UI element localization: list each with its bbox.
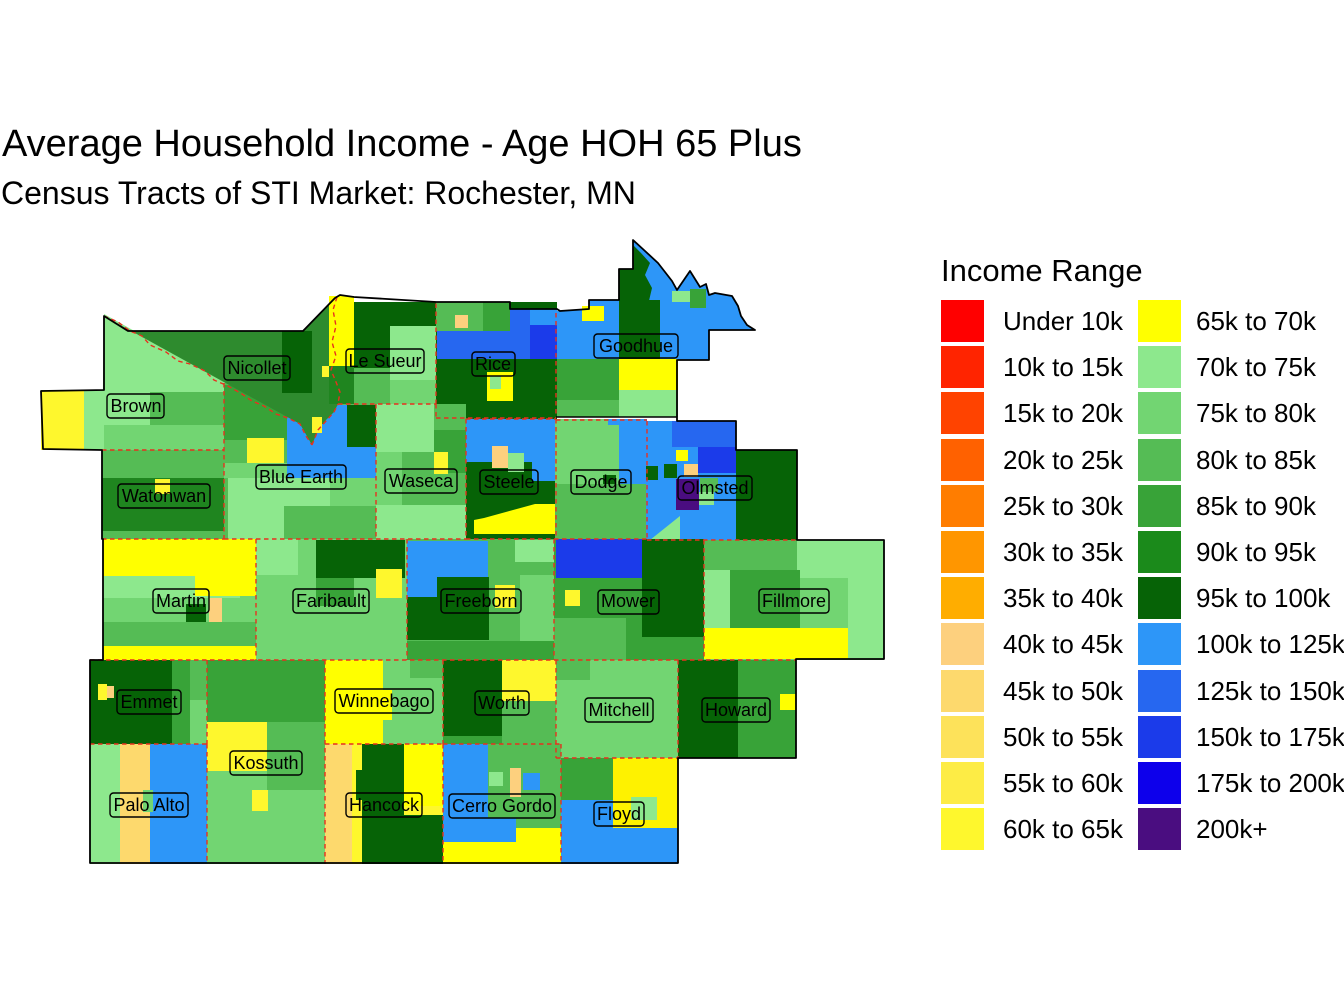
svg-text:25k to 30k: 25k to 30k — [1003, 491, 1124, 521]
svg-text:Blue Earth: Blue Earth — [259, 467, 343, 487]
svg-text:Waseca: Waseca — [389, 471, 454, 491]
svg-text:20k to 25k: 20k to 25k — [1003, 445, 1124, 475]
svg-text:45k to 50k: 45k to 50k — [1003, 676, 1124, 706]
svg-text:90k to 95k: 90k to 95k — [1196, 537, 1317, 567]
svg-text:Martin: Martin — [156, 591, 206, 611]
svg-text:Dodge: Dodge — [574, 472, 627, 492]
svg-text:Hancock: Hancock — [349, 795, 420, 815]
svg-text:95k to 100k: 95k to 100k — [1196, 583, 1331, 613]
svg-text:Howard: Howard — [705, 700, 767, 720]
svg-text:200k+: 200k+ — [1196, 814, 1268, 844]
svg-text:150k to 175k: 150k to 175k — [1196, 722, 1344, 752]
svg-text:80k to 85k: 80k to 85k — [1196, 445, 1317, 475]
svg-text:70k to 75k: 70k to 75k — [1196, 352, 1317, 382]
svg-text:Floyd: Floyd — [597, 804, 641, 824]
svg-text:Mower: Mower — [601, 591, 655, 611]
svg-text:40k to 45k: 40k to 45k — [1003, 629, 1124, 659]
svg-text:175k to 200k: 175k to 200k — [1196, 768, 1344, 798]
svg-text:10k to 15k: 10k to 15k — [1003, 352, 1124, 382]
svg-text:Income Range: Income Range — [941, 253, 1143, 288]
svg-text:Le Sueur: Le Sueur — [348, 351, 421, 371]
svg-text:Palo Alto: Palo Alto — [113, 795, 184, 815]
svg-text:55k to 60k: 55k to 60k — [1003, 768, 1124, 798]
svg-text:Goodhue: Goodhue — [599, 336, 673, 356]
svg-text:Faribault: Faribault — [296, 591, 366, 611]
svg-text:60k to 65k: 60k to 65k — [1003, 814, 1124, 844]
svg-text:Brown: Brown — [110, 396, 161, 416]
svg-text:65k to 70k: 65k to 70k — [1196, 306, 1317, 336]
svg-text:Fillmore: Fillmore — [762, 591, 826, 611]
svg-text:Rice: Rice — [475, 354, 511, 374]
svg-text:85k to 90k: 85k to 90k — [1196, 491, 1317, 521]
svg-text:Census Tracts of STI Market: R: Census Tracts of STI Market: Rochester, … — [1, 175, 636, 211]
svg-text:50k to 55k: 50k to 55k — [1003, 722, 1124, 752]
svg-text:125k to 150k: 125k to 150k — [1196, 676, 1344, 706]
svg-text:Kossuth: Kossuth — [233, 753, 298, 773]
svg-text:35k to 40k: 35k to 40k — [1003, 583, 1124, 613]
svg-text:30k to 35k: 30k to 35k — [1003, 537, 1124, 567]
svg-text:Worth: Worth — [478, 693, 526, 713]
svg-text:Nicollet: Nicollet — [227, 358, 286, 378]
svg-text:Mitchell: Mitchell — [588, 700, 649, 720]
svg-text:75k to 80k: 75k to 80k — [1196, 398, 1317, 428]
svg-text:Freeborn: Freeborn — [444, 591, 517, 611]
svg-text:100k to 125k: 100k to 125k — [1196, 629, 1344, 659]
svg-text:Watonwan: Watonwan — [122, 486, 206, 506]
svg-text:Cerro Gordo: Cerro Gordo — [452, 796, 552, 816]
svg-text:Olmsted: Olmsted — [681, 478, 748, 498]
svg-text:Under 10k: Under 10k — [1003, 306, 1124, 336]
svg-text:Emmet: Emmet — [120, 692, 177, 712]
svg-text:Average Household Income - Age: Average Household Income - Age HOH 65 Pl… — [2, 123, 802, 165]
svg-text:Steele: Steele — [483, 472, 534, 492]
svg-text:15k to 20k: 15k to 20k — [1003, 398, 1124, 428]
svg-text:Winnebago: Winnebago — [338, 691, 429, 711]
